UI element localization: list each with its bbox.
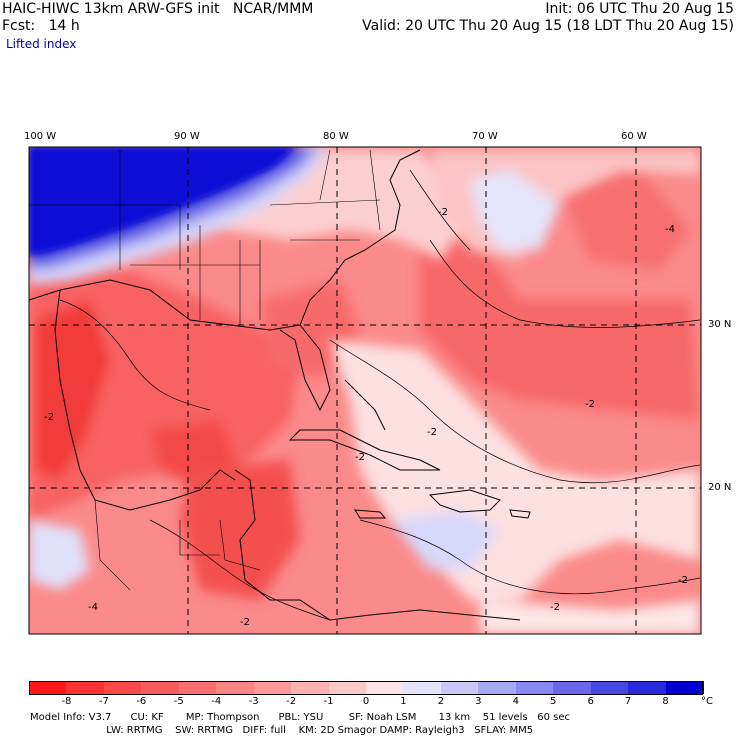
colorbar-label: 7 (624, 696, 632, 707)
colorbar-swatch (403, 681, 442, 694)
lon-label-80w: 80 W (323, 131, 349, 142)
lat-label-20n: 20 N (708, 482, 732, 493)
colorbar-label: 2 (437, 696, 445, 707)
colorbar-label: 1 (400, 696, 407, 707)
contour-label: -2 (355, 452, 365, 463)
field-name: Lifted index (6, 37, 77, 51)
colorbar-label: -6 (136, 696, 147, 707)
valid-time: Valid: 20 UTC Thu 20 Aug 15 (18 LDT Thu … (362, 18, 734, 34)
colorbar-swatch (141, 681, 180, 694)
lifted-index-field: -2 -2 -2 -2 -2 -2 -4 -4 -2 -2 (29, 147, 701, 634)
colorbar-swatch (553, 681, 592, 694)
colorbar-label: -1 (323, 696, 334, 707)
forecast-hour: Fcst: 14 h (2, 18, 80, 34)
colorbar-label: -5 (173, 696, 184, 707)
colorbar-label: °C (701, 696, 713, 707)
colorbar-swatch (216, 681, 255, 694)
colorbar-swatch (29, 681, 67, 694)
colorbar-frame (29, 681, 703, 695)
colorbar-label: 0 (362, 696, 370, 707)
colorbar-label: -2 (286, 696, 297, 707)
colorbar-swatch (103, 681, 142, 694)
colorbar-swatch (628, 681, 667, 694)
colorbar-label: 3 (475, 696, 482, 707)
colorbar-label: 4 (512, 696, 519, 707)
plot-frame (28, 146, 702, 635)
model-info-line-1: Model Info: V3.7 CU: KF MP: Thompson PBL… (30, 712, 570, 723)
colorbar-swatch (440, 681, 479, 694)
colorbar-swatch (590, 681, 629, 694)
colorbar-label: -3 (248, 696, 259, 707)
contour-label: -2 (438, 207, 448, 218)
colorbar-swatch (366, 681, 404, 694)
colorbar-swatch (66, 681, 105, 694)
contour-label: -2 (585, 399, 595, 410)
colorbar-label: -8 (61, 696, 72, 707)
colorbar-label: 8 (662, 696, 669, 707)
grid-lines (29, 147, 701, 634)
colorbar-label: 6 (587, 696, 594, 707)
contour-label: -2 (678, 575, 688, 586)
lon-label-60w: 60 W (621, 131, 647, 142)
contour-label: -2 (44, 412, 54, 423)
contour-label: -4 (665, 224, 675, 235)
lon-label-90w: 90 W (174, 131, 200, 142)
contour-label: -2 (240, 617, 250, 628)
colorbar-swatch (291, 681, 330, 694)
init-time: Init: 06 UTC Thu 20 Aug 15 (545, 1, 734, 17)
model-info-line-2: LW: RRTMG SW: RRTMG DIFF: full KM: 2D Sm… (30, 725, 534, 736)
lat-label-30n: 30 N (708, 319, 732, 330)
colorbar-label: -4 (211, 696, 222, 707)
colorbar-swatch (178, 681, 217, 694)
contour-label: -2 (427, 427, 437, 438)
colorbar-swatch (328, 681, 367, 694)
colorbar-label: -7 (98, 696, 109, 707)
colorbar-swatch (253, 681, 292, 694)
colorbar-swatch (515, 681, 554, 694)
colorbar-swatch (665, 681, 704, 694)
contour-label: -4 (88, 602, 98, 613)
lon-label-100w: 100 W (24, 131, 57, 142)
colorbar-label: 5 (550, 696, 557, 707)
colorbar-swatch (478, 681, 517, 694)
contour-label: -2 (550, 602, 560, 613)
model-title: HAIC-HIWC 13km ARW-GFS init NCAR/MMM (2, 1, 314, 17)
lon-label-70w: 70 W (472, 131, 498, 142)
